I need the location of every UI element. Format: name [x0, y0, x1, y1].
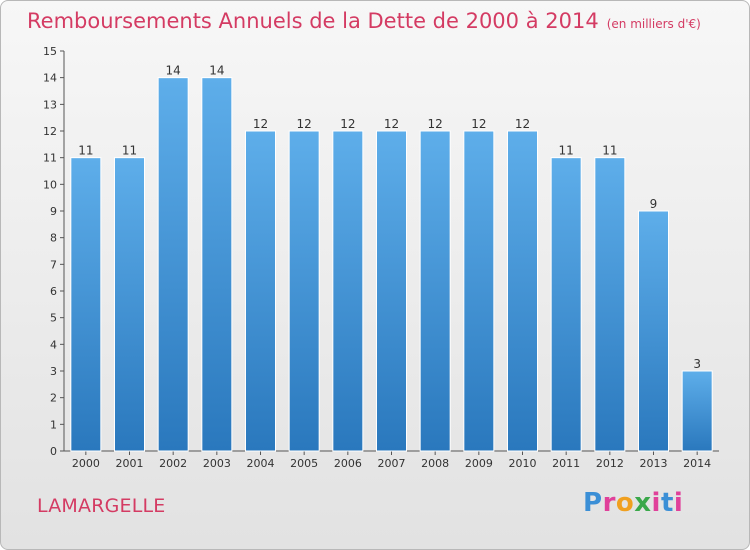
y-tick-label: 11: [43, 152, 57, 165]
x-tick-label: 2007: [378, 457, 406, 470]
y-tick-label: 1: [50, 418, 57, 431]
bar-value-label: 12: [428, 117, 443, 131]
bar-value-label: 12: [297, 117, 312, 131]
bar-2011: [550, 157, 582, 452]
y-tick-label: 15: [43, 45, 57, 58]
commune-name: LAMARGELLE: [37, 495, 166, 517]
y-tick-label: 7: [50, 258, 57, 271]
x-tick-label: 2000: [72, 457, 100, 470]
value-labels: 11 11 14 14 12 12 12 12 12 12 12 11 11 9 3: [78, 64, 701, 371]
logo-letter: r: [602, 488, 616, 518]
x-tick-label: 2003: [203, 457, 231, 470]
x-tick-label: 2001: [116, 457, 144, 470]
bar-value-label: 12: [253, 117, 268, 131]
y-tick-label: 6: [50, 285, 57, 298]
bar-2009: [463, 130, 495, 452]
bar-value-label: 11: [78, 144, 93, 158]
bar-2003: [201, 77, 233, 452]
bar-value-label: 11: [559, 144, 574, 158]
logo-letter: i: [651, 488, 661, 518]
x-tick-label: 2002: [159, 457, 187, 470]
y-tick-label: 14: [43, 72, 57, 85]
logo-letter: t: [660, 488, 674, 518]
y-tick-label: 8: [50, 232, 57, 245]
x-tick-label: 2014: [683, 457, 711, 470]
bar-2005: [288, 130, 320, 452]
bar-2006: [332, 130, 364, 452]
bar-2004: [245, 130, 276, 452]
bar-2002: [157, 77, 189, 452]
bar-value-label: 3: [693, 357, 701, 371]
x-tick-label: 2012: [596, 457, 624, 470]
chart-unit: (en milliers d'€): [606, 17, 701, 31]
bar-value-label: 12: [515, 117, 530, 131]
logo-letter: x: [634, 488, 652, 518]
logo-letter: i: [673, 488, 684, 518]
x-tick-label: 2008: [421, 457, 449, 470]
bar-2012: [594, 157, 626, 452]
bar-value-label: 12: [471, 117, 486, 131]
logo-letter: o: [615, 488, 635, 518]
x-tick-label: 2005: [290, 457, 318, 470]
x-tick-label: 2011: [552, 457, 580, 470]
bar-2007: [376, 130, 407, 452]
bar-2010: [507, 130, 538, 452]
bar-value-label: 9: [650, 197, 658, 211]
y-tick-label: 9: [50, 205, 57, 218]
bar-2000: [70, 157, 102, 452]
y-tick-label: 2: [50, 392, 57, 405]
x-tick-label: 2013: [640, 457, 668, 470]
y-tick-label: 5: [50, 312, 57, 325]
bar-2008: [419, 130, 451, 452]
bar-2014: [681, 370, 713, 452]
x-tick-label: 2009: [465, 457, 493, 470]
y-tick-label: 10: [43, 178, 57, 191]
bar-2013: [638, 210, 669, 452]
bar-value-label: 14: [209, 64, 224, 78]
bar-2001: [114, 157, 145, 452]
y-tick-label: 13: [43, 98, 57, 111]
chart-title: Remboursements Annuels de la Dette de 20…: [27, 9, 701, 33]
x-tick-label: 2010: [509, 457, 537, 470]
proxiti-logo: Proxiti: [583, 488, 683, 518]
y-tick-label: 3: [50, 365, 57, 378]
bar-value-label: 12: [384, 117, 399, 131]
bar-value-label: 14: [166, 64, 181, 78]
x-tick-label: 2006: [334, 457, 362, 470]
logo-letter: P: [583, 488, 603, 518]
bar-value-label: 11: [122, 144, 137, 158]
y-tick-label: 0: [50, 445, 57, 458]
bars: [70, 77, 713, 452]
chart-title-text: Remboursements Annuels de la Dette de 20…: [27, 9, 599, 33]
y-tick-label: 4: [50, 338, 57, 351]
y-tick-label: 12: [43, 125, 57, 138]
bar-value-label: 11: [602, 144, 617, 158]
x-tick-label: 2004: [247, 457, 275, 470]
bar-value-label: 12: [340, 117, 355, 131]
